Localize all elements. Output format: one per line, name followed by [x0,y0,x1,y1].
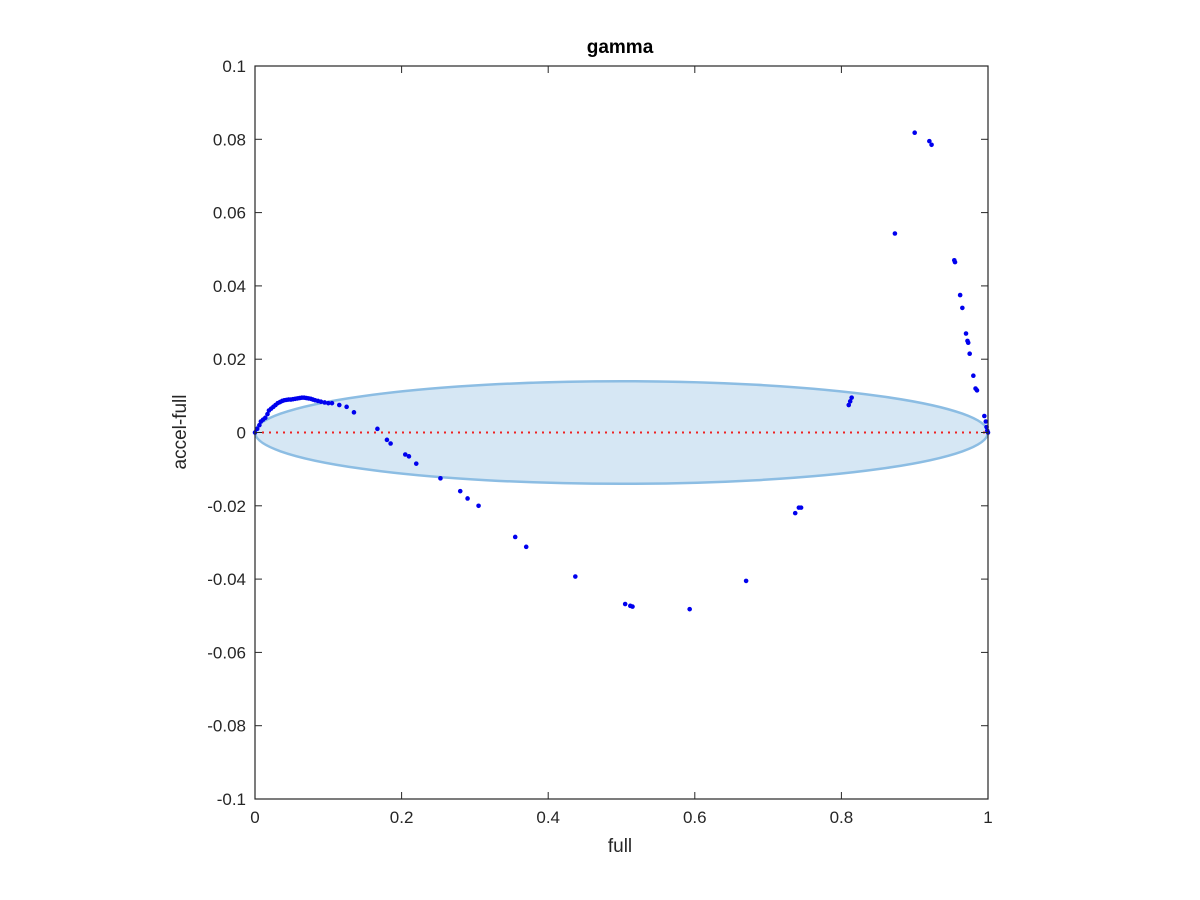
data-point [912,130,917,136]
data-point [573,574,578,579]
x-tick-label: 0 [250,808,259,827]
data-point [388,441,393,446]
data-point [847,399,853,404]
y-tick-label: 0.1 [222,57,246,76]
y-axis-label: accel-full [170,395,191,470]
data-point [413,461,419,466]
data-point [965,340,971,346]
data-point [402,452,408,457]
data-point [798,505,804,510]
data-point [322,400,327,405]
data-point [792,510,798,516]
data-point [929,142,934,148]
data-point [375,426,380,432]
data-point [344,404,349,410]
data-point [687,606,692,612]
data-point [438,476,443,481]
x-tick-label: 0.6 [683,808,707,827]
data-point [960,305,965,311]
data-point [622,601,628,607]
y-tick-label: -0.08 [207,717,246,736]
data-point [983,419,989,424]
data-point [846,402,852,408]
data-point [743,578,749,584]
data-point [476,503,481,509]
data-point [257,422,262,428]
data-point [892,231,898,236]
x-tick-label: 0.8 [830,808,854,827]
y-tick-label: 0.02 [213,350,246,369]
data-point [927,138,932,144]
data-point [262,415,268,421]
data-point [326,400,331,406]
data-point [265,411,270,417]
y-tick-label: -0.1 [217,790,246,809]
y-tick-label: 0 [237,424,246,443]
y-tick-label: -0.06 [207,643,246,662]
data-point [982,413,987,419]
plot-area: 0 0.2 0.4 0.6 0.8 1 -0.1 -0.08 -0.06 -0.04 -0.02 0 0… [207,57,992,827]
x-tick-label: 0.4 [536,808,560,827]
data-point [329,400,335,406]
chart-title: gamma [587,37,654,58]
data-point [384,437,390,443]
x-tick-label: 0.2 [390,808,414,827]
y-tick-label: -0.02 [207,497,246,516]
y-tick-label: 0.04 [213,277,246,296]
data-point [351,410,357,415]
y-tick-label: 0.08 [213,130,246,149]
data-point [971,373,976,378]
data-point [963,331,969,336]
data-point [254,426,260,432]
data-point [318,399,324,405]
y-tick-label: -0.04 [207,570,246,589]
data-point [967,351,972,357]
data-point [630,604,635,609]
data-point [336,402,342,408]
data-point [523,544,529,550]
x-tick-label: 1 [983,808,992,827]
x-axis-label: full [608,836,632,857]
data-point [406,454,412,459]
data-point [465,496,470,501]
data-point [849,395,854,400]
data-point [457,488,463,494]
data-point [957,292,963,298]
data-point [974,388,980,393]
y-tick-label: 0.06 [213,204,246,223]
data-point [952,259,958,265]
data-point [512,534,518,540]
